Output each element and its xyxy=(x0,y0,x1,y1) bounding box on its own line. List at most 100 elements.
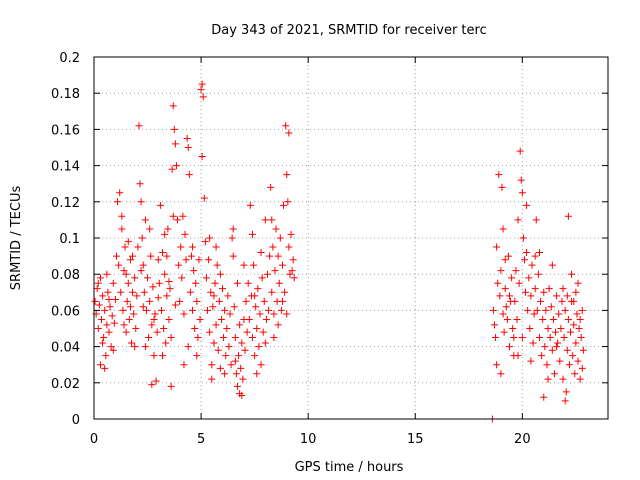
data-point xyxy=(206,328,214,336)
data-point xyxy=(192,279,200,287)
data-point xyxy=(284,198,292,206)
data-point xyxy=(102,352,110,360)
data-point xyxy=(231,357,239,365)
data-point xyxy=(499,310,507,318)
data-point xyxy=(107,343,115,351)
data-point xyxy=(241,346,249,354)
data-point xyxy=(497,370,505,378)
data-point xyxy=(512,267,520,275)
data-point xyxy=(574,279,582,287)
data-point xyxy=(282,122,290,130)
data-point xyxy=(180,310,188,318)
data-point xyxy=(216,364,224,372)
data-point xyxy=(141,343,149,351)
tick-labels: 0 0.02 0.04 0.06 0.08 0.1 0.12 0.14 0.16 0.18 0.2 0… xyxy=(51,51,531,447)
data-point xyxy=(258,274,266,282)
data-point xyxy=(268,216,276,224)
y-tick-label: 0.08 xyxy=(51,268,80,283)
data-point xyxy=(137,267,145,275)
data-point xyxy=(193,297,201,305)
data-point xyxy=(570,321,578,329)
data-point xyxy=(122,270,130,278)
data-point xyxy=(281,288,289,296)
data-point xyxy=(146,297,154,305)
data-point xyxy=(286,270,294,278)
data-point xyxy=(568,270,576,278)
data-point xyxy=(288,267,296,275)
data-point xyxy=(167,382,175,390)
data-point xyxy=(108,312,116,320)
data-point xyxy=(516,147,524,155)
data-point xyxy=(569,352,577,360)
data-point xyxy=(256,310,264,318)
data-point xyxy=(133,292,141,300)
data-point xyxy=(197,86,205,94)
data-point xyxy=(248,230,256,238)
data-point xyxy=(275,279,283,287)
data-point xyxy=(165,277,173,285)
data-point xyxy=(150,315,158,323)
data-point xyxy=(552,328,560,336)
data-point xyxy=(538,352,546,360)
data-point xyxy=(120,267,128,275)
data-point xyxy=(178,274,186,282)
data-point xyxy=(573,310,581,318)
data-point xyxy=(578,364,586,372)
data-point xyxy=(115,261,123,269)
data-point xyxy=(567,328,575,336)
data-point xyxy=(544,375,552,383)
data-point xyxy=(236,321,244,329)
data-point xyxy=(259,328,267,336)
data-point xyxy=(189,306,197,314)
data-point xyxy=(269,243,277,251)
data-point xyxy=(525,274,533,282)
data-point xyxy=(101,364,109,372)
data-point xyxy=(277,306,285,314)
data-point xyxy=(150,352,158,360)
data-point xyxy=(159,352,167,360)
data-point xyxy=(114,198,122,206)
data-point xyxy=(144,274,152,282)
data-point xyxy=(142,306,150,314)
data-point xyxy=(171,140,179,148)
data-point xyxy=(121,243,129,251)
data-point xyxy=(140,288,148,296)
data-point xyxy=(122,328,130,336)
data-point xyxy=(253,370,261,378)
data-point xyxy=(238,391,246,399)
data-point xyxy=(520,256,528,264)
data-point xyxy=(148,381,156,389)
data-point xyxy=(91,297,99,305)
data-point xyxy=(191,325,199,332)
data-point xyxy=(534,270,542,278)
data-point xyxy=(556,357,564,365)
data-point xyxy=(129,288,137,296)
data-point xyxy=(185,171,193,179)
data-point xyxy=(219,285,226,293)
data-point xyxy=(99,292,107,300)
data-point xyxy=(575,325,583,332)
data-point xyxy=(226,310,234,318)
data-point xyxy=(174,216,182,224)
data-point xyxy=(118,212,126,220)
x-tick-label: 0 xyxy=(90,432,98,447)
data-point xyxy=(129,252,137,260)
data-point xyxy=(229,252,237,260)
data-point xyxy=(116,189,124,197)
data-point xyxy=(529,339,537,347)
data-point xyxy=(577,334,585,342)
data-point xyxy=(166,285,174,293)
data-point xyxy=(196,315,204,323)
data-point xyxy=(257,248,265,256)
data-point xyxy=(169,102,177,110)
data-point xyxy=(576,375,584,383)
data-point xyxy=(514,352,522,360)
y-tick-label: 0.02 xyxy=(51,377,80,392)
data-point xyxy=(285,243,293,251)
data-point xyxy=(239,375,247,383)
data-point xyxy=(171,301,179,309)
data-point xyxy=(189,243,197,251)
data-points xyxy=(91,80,587,423)
data-point xyxy=(245,315,253,323)
